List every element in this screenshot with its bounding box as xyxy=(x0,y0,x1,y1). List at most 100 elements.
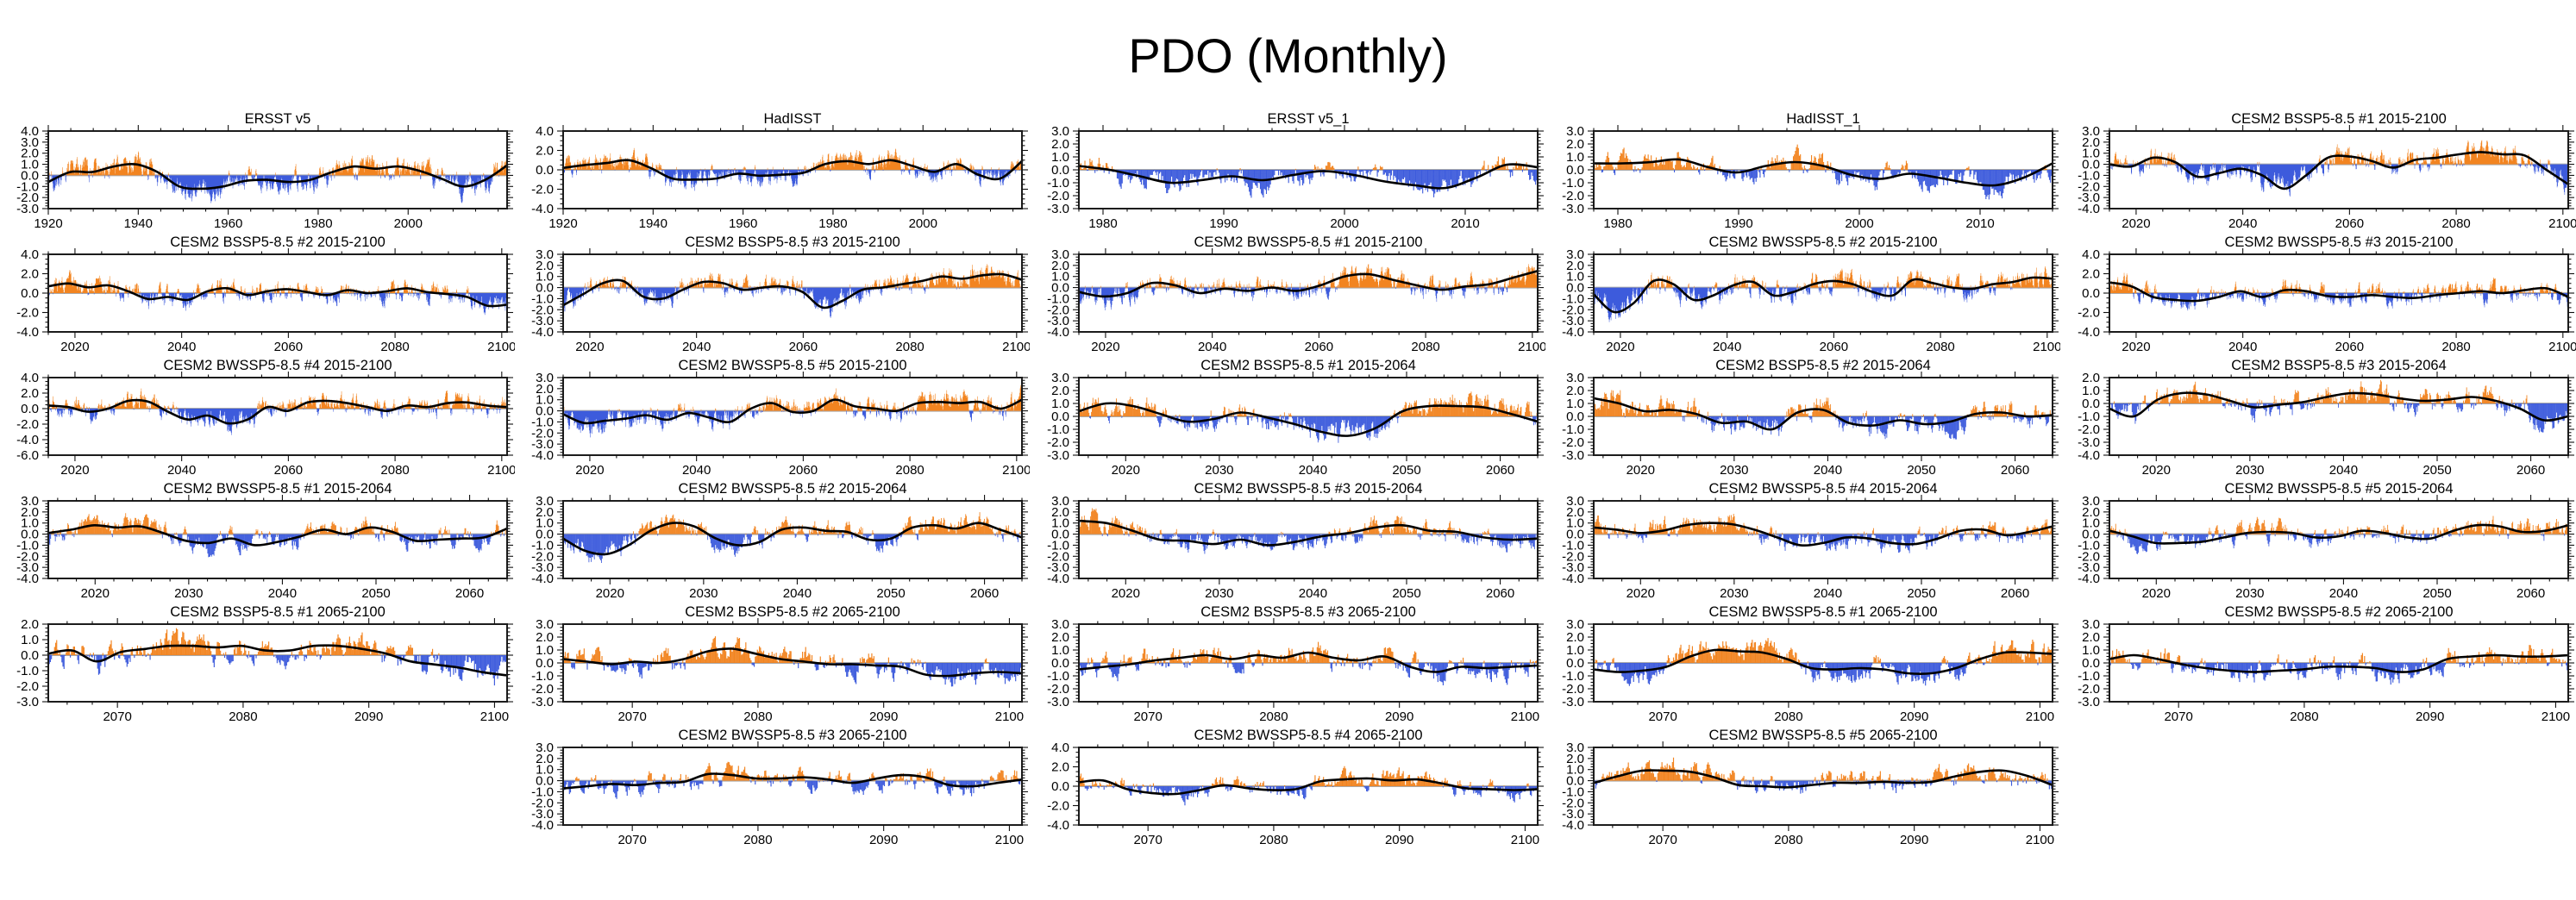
svg-text:-3.0: -3.0 xyxy=(532,314,555,328)
svg-text:0.0: 0.0 xyxy=(1051,528,1069,542)
bars-positive xyxy=(2109,272,2562,293)
panel-plot: HadISST 1920 1940 1960 1980 2000 -4.0 -2.0 0.0 2.… xyxy=(532,111,1029,231)
svg-text:-3.0: -3.0 xyxy=(1562,448,1584,463)
svg-text:3.0: 3.0 xyxy=(21,494,39,509)
plot-box xyxy=(1593,500,2054,579)
svg-text:-2.0: -2.0 xyxy=(2078,549,2100,564)
bars-positive xyxy=(1079,391,1538,416)
bars-negative xyxy=(1608,534,2041,553)
panel-cesm2-bssp5-8-5-3-2015-2064: CESM2 BSSP5-8.5 #3 2015-2064 2020 2030 2040… xyxy=(2061,357,2576,480)
svg-text:2100: 2100 xyxy=(1511,709,1539,724)
svg-text:2040: 2040 xyxy=(2328,463,2357,478)
svg-text:-2.0: -2.0 xyxy=(1562,303,1584,317)
svg-text:-4.0: -4.0 xyxy=(1562,818,1584,833)
panel-hadisst: HadISST 1920 1940 1960 1980 2000 -4.0 -2.0 0.0 2.… xyxy=(515,110,1030,234)
svg-text:2020: 2020 xyxy=(81,586,110,601)
svg-text:-3.0: -3.0 xyxy=(2078,695,2100,709)
smoothed-line xyxy=(562,159,1024,181)
svg-text:0.0: 0.0 xyxy=(1051,779,1069,794)
bars-negative xyxy=(563,287,1022,318)
svg-text:2070: 2070 xyxy=(618,833,647,847)
svg-text:-2.0: -2.0 xyxy=(2078,682,2100,697)
svg-text:2040: 2040 xyxy=(2328,586,2357,601)
svg-text:2070: 2070 xyxy=(1649,833,1677,847)
svg-text:2030: 2030 xyxy=(1205,586,1233,601)
axis-tick-labels: 2070 2080 2090 2100 -3.0-2.0-1.00.01.02.03.0 xyxy=(2078,617,2570,724)
svg-text:0.0: 0.0 xyxy=(536,404,555,419)
svg-text:2070: 2070 xyxy=(1133,709,1162,724)
svg-text:1.0: 1.0 xyxy=(21,158,39,172)
svg-text:2020: 2020 xyxy=(576,463,605,478)
smoothed-line xyxy=(1592,158,2054,187)
smoothed-line xyxy=(1077,651,1539,673)
axis-tick-labels: 2020 2030 2040 2050 2060 -3.0-2.0-1.00.01.02.… xyxy=(1047,371,1514,478)
smoothed-line xyxy=(1592,522,2054,547)
svg-text:2.0: 2.0 xyxy=(1566,384,1584,398)
svg-text:0.0: 0.0 xyxy=(21,168,39,183)
svg-text:2000: 2000 xyxy=(1845,216,1873,231)
svg-text:1980: 1980 xyxy=(819,216,848,231)
svg-text:2020: 2020 xyxy=(2141,463,2170,478)
svg-text:2080: 2080 xyxy=(1774,833,1802,847)
svg-text:2.0: 2.0 xyxy=(21,267,39,282)
bars-negative xyxy=(1624,416,2053,440)
panel-cesm2-bwssp5-8-5-3-2065-2100: CESM2 BWSSP5-8.5 #3 2065-2100 2070 2080 209… xyxy=(515,727,1030,900)
svg-text:2.0: 2.0 xyxy=(1051,137,1069,152)
panel-cesm2-bwssp5-8-5-1-2015-2064: CESM2 BWSSP5-8.5 #1 2015-2064 2020 2030 204… xyxy=(0,480,515,603)
svg-text:2050: 2050 xyxy=(2422,463,2451,478)
svg-text:2060: 2060 xyxy=(455,586,484,601)
svg-text:3.0: 3.0 xyxy=(1051,124,1069,139)
panel-hadisst-1: HadISST_1 1980 1990 2000 2010 -3.0 -2.0 -1.0 0.0… xyxy=(1545,110,2060,234)
svg-text:0.0: 0.0 xyxy=(536,774,555,789)
panel-cesm2-bwssp5-8-5-1-2065-2100: CESM2 BWSSP5-8.5 #1 2065-2100 2070 2080 209… xyxy=(1545,603,2060,727)
panel-title: CESM2 BWSSP5-8.5 #2 2065-2100 xyxy=(2224,604,2453,620)
svg-text:2020: 2020 xyxy=(1111,586,1139,601)
bars-negative xyxy=(49,409,506,435)
svg-text:1920: 1920 xyxy=(34,216,62,231)
bars-negative xyxy=(1593,287,2052,322)
axis-ticks xyxy=(1588,741,2059,831)
bars-negative xyxy=(564,410,1014,438)
panel-cesm2-bssp5-8-5-3-2015-2100: CESM2 BSSP5-8.5 #3 2015-2100 2020 2040 2060… xyxy=(515,234,1031,357)
plot-box xyxy=(47,623,508,703)
svg-text:2060: 2060 xyxy=(2335,216,2363,231)
axis-tick-labels: 2020 2030 2040 2050 2060 -4.0-3.0-2.0-1.00.01… xyxy=(16,494,484,601)
panel-plot: CESM2 BSSP5-8.5 #2 2065-2100 2070 2080 2090… xyxy=(532,604,1029,724)
svg-text:0.0: 0.0 xyxy=(1566,163,1584,178)
svg-text:-1.0: -1.0 xyxy=(1562,291,1584,306)
svg-text:2.0: 2.0 xyxy=(1566,752,1584,766)
svg-text:-2.0: -2.0 xyxy=(2078,422,2100,437)
svg-text:0.0: 0.0 xyxy=(2082,397,2100,411)
panel-cesm2-bwssp5-8-5-5-2015-2064: CESM2 BWSSP5-8.5 #5 2015-2064 2020 2030 204… xyxy=(2061,480,2576,603)
svg-text:2100: 2100 xyxy=(1003,463,1031,478)
axis-ticks xyxy=(1072,248,1544,338)
svg-text:2050: 2050 xyxy=(361,586,390,601)
svg-text:2100: 2100 xyxy=(995,709,1024,724)
svg-text:-1.0: -1.0 xyxy=(1047,422,1069,437)
svg-text:1.0: 1.0 xyxy=(1566,516,1584,531)
svg-text:-1.0: -1.0 xyxy=(532,538,555,553)
svg-text:-3.0: -3.0 xyxy=(532,560,555,575)
panel-plot: HadISST_1 1980 1990 2000 2010 -3.0-2.0-1.00.0… xyxy=(1562,111,2059,231)
svg-text:-1.0: -1.0 xyxy=(1047,538,1069,553)
bars-negative xyxy=(2109,403,2568,433)
panel-title: CESM2 BWSSP5-8.5 #4 2015-2064 xyxy=(1709,481,1938,497)
svg-text:2080: 2080 xyxy=(1259,833,1288,847)
svg-text:2060: 2060 xyxy=(274,463,303,478)
panel-cesm2-bwssp5-8-5-3-2015-2100: CESM2 BWSSP5-8.5 #3 2015-2100 2020 2040 206… xyxy=(2061,234,2576,357)
svg-text:1.0: 1.0 xyxy=(536,643,555,658)
panel-cesm2-bwssp5-8-5-2-2015-2064: CESM2 BWSSP5-8.5 #2 2015-2064 2020 2030 204… xyxy=(515,480,1030,603)
smoothed-line xyxy=(2108,523,2569,545)
svg-text:2100: 2100 xyxy=(1511,833,1539,847)
smoothed-line xyxy=(47,398,509,425)
svg-text:2.0: 2.0 xyxy=(1566,137,1584,152)
svg-text:2080: 2080 xyxy=(229,709,257,724)
panel-cesm2-bssp5-8-5-1-2015-2100: CESM2 BSSP5-8.5 #1 2015-2100 2020 2040 2060… xyxy=(2061,110,2576,234)
svg-text:4.0: 4.0 xyxy=(1051,741,1069,755)
panel-title: CESM2 BWSSP5-8.5 #1 2015-2100 xyxy=(1194,234,1422,250)
panel-title: CESM2 BWSSP5-8.5 #1 2065-2100 xyxy=(1709,604,1938,620)
svg-text:1.0: 1.0 xyxy=(2082,643,2100,658)
svg-text:2060: 2060 xyxy=(2001,463,2029,478)
svg-text:2050: 2050 xyxy=(2422,586,2451,601)
svg-text:2080: 2080 xyxy=(380,463,409,478)
